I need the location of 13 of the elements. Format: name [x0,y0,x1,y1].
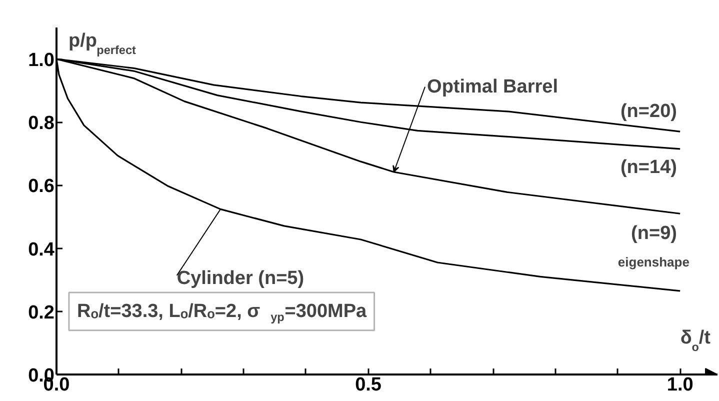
x-tick-label: 1.0 [666,374,694,396]
series-label: (n=9) [631,223,677,244]
y-tick-label: 0.2 [28,302,55,324]
y-tick-label: 1.0 [28,50,55,72]
y-tick-label: 0.6 [28,176,55,198]
annotation: Optimal Barrel [427,76,558,98]
text: Cylinder (n=5) [176,268,304,290]
y-tick-label: 0.8 [28,113,55,134]
annotation: eigenshape [618,254,690,270]
x-tick-label: 0.5 [355,374,382,396]
series-label: (n=20) [620,101,677,122]
series-label: (n=14) [620,156,677,178]
y-tick-label: 0.4 [28,239,55,260]
